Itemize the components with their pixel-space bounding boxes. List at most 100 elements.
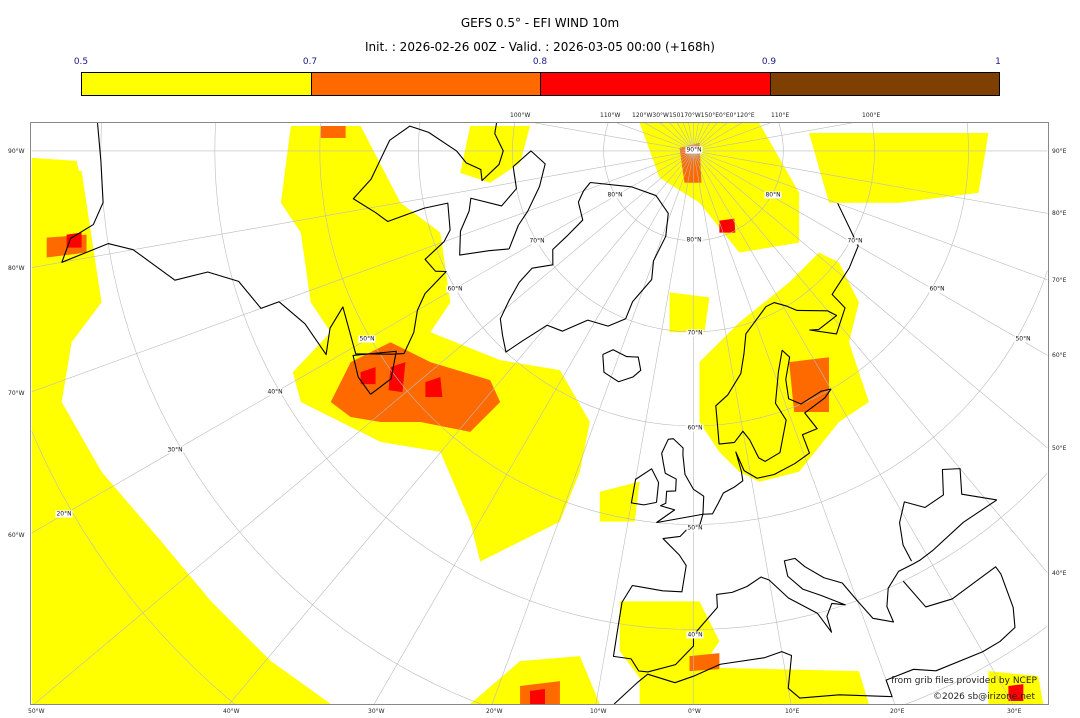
meridian-line [644,123,694,152]
latitude-label: 20°N [55,510,73,518]
coastline [352,350,397,395]
axis-label-bottom: 20°W [486,708,503,715]
efi-region [789,357,830,413]
efi-region [1008,684,1024,702]
parallel-line [214,123,1048,630]
meridian-line [693,123,742,152]
coastline [656,438,705,524]
meridian-line [34,150,694,704]
axis-label-right: 90°E [1052,148,1067,155]
meridian-line [616,123,694,152]
meridian-line [693,123,852,152]
axis-label-bottom: 0°W [688,708,701,715]
meridian-line [693,150,1048,356]
coastline [899,468,997,562]
axis-label-top: 120°W30°W150170°W150°E0°E0°120°E [632,112,755,119]
meridian-line [373,150,694,704]
meridian-line [693,150,1048,449]
meridian-line [693,150,1048,280]
meridian-line [693,123,710,152]
axis-label-left: 60°W [8,532,25,539]
meridian-line [693,123,727,152]
latitude-label: 70°N [846,237,864,245]
meridian-line [693,150,896,704]
meridian-line [693,123,718,152]
meridian-line [693,150,1014,704]
coastlines [61,123,1016,704]
latitude-label: 80°N [764,191,782,199]
latitude-label: 50°N [358,335,376,343]
coastline [630,468,660,506]
latitude-label: 60°N [928,285,946,293]
efi-region [360,367,376,385]
latitude-label: 70°N [686,329,704,337]
axis-label-top: 110°W [600,112,621,119]
efi-fields [31,123,1044,704]
colorbar-tick: 0.7 [302,57,318,67]
meridian-line [693,123,704,152]
efi-region [425,377,443,398]
parallel-line [319,123,1048,525]
axis-label-right: 80°E [1052,210,1067,217]
efi-region [31,157,82,193]
meridian-line [669,123,694,152]
latitude-label: 90°N [685,146,703,154]
meridian-line [535,123,694,152]
coastline [459,150,546,256]
map-canvas[interactable] [30,122,1049,705]
meridian-line [491,150,694,704]
coastline [719,349,832,462]
meridian-line [659,123,694,152]
latitude-label: 70°N [528,237,546,245]
meridian-line [693,150,792,704]
axis-label-bottom: 20°E [890,708,905,715]
axis-label-right: 60°E [1052,352,1067,359]
coastline [613,566,1016,704]
axis-label-left: 70°W [8,390,25,397]
meridian-line [688,123,694,151]
latitude-label: 40°N [266,388,284,396]
axis-label-bottom: 50°W [28,708,45,715]
axis-label-top: 100°W [510,112,531,119]
coastline [61,123,504,356]
meridian-line [693,123,771,152]
latitude-label: 80°N [685,236,703,244]
axis-label-right: 40°E [1052,570,1067,577]
meridian-line [31,150,694,268]
colorbar-tick: 0.5 [73,57,89,67]
latitude-label: 30°N [166,446,184,454]
colorbar-tick: 0.9 [761,57,777,67]
coastline [715,203,859,445]
parallel-line [31,431,235,704]
efi-region [639,666,869,704]
parallel-line [100,123,482,704]
meridian-line [693,150,1048,214]
latitude-label: 60°N [446,285,464,293]
map-title: GEFS 0.5° - EFI WIND 10m [460,16,620,30]
efi-region [699,252,869,482]
axis-label-right: 70°E [1052,277,1067,284]
meridian-line [693,150,1048,573]
meridian-line [229,150,694,704]
meridian-line [595,150,694,704]
colorbar-segment [541,73,771,95]
efi-region [470,656,600,704]
colorbar-tick: 1 [995,57,1001,67]
efi-region [31,167,331,704]
coastline [602,349,642,383]
colorbar-segment [770,73,999,95]
latitude-label: 50°N [686,524,704,532]
efi-region [809,132,989,203]
colorbar-tick: 0.8 [532,57,548,67]
parallel-line [905,626,1048,704]
latitude-label: 50°N [1014,335,1032,343]
colorbar-segment [311,73,541,95]
axis-label-bottom: 10°E [785,708,800,715]
axis-label-left: 90°W [8,148,25,155]
efi-region [320,125,346,138]
meridian-line [683,123,694,152]
coastline [612,388,998,673]
meridian-line [677,123,694,152]
axis-label-bottom: 30°W [368,708,385,715]
axis-label-top: 110°E [771,112,790,119]
